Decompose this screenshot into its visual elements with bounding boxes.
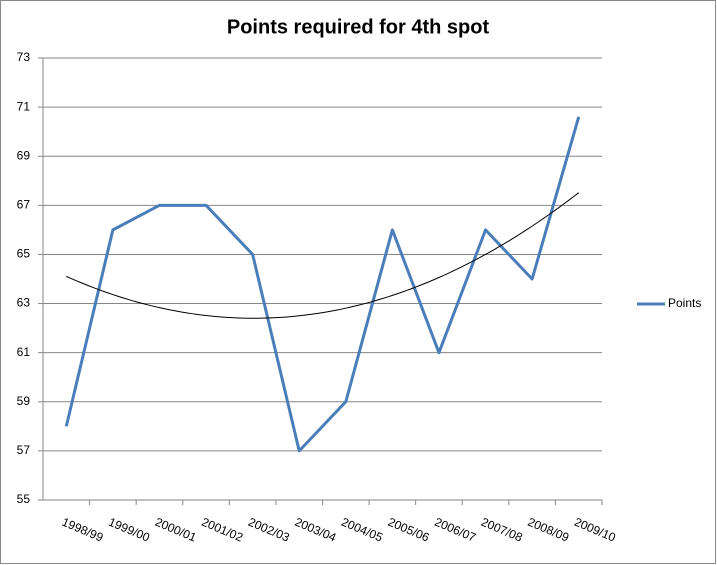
y-tick-label: 59: [17, 394, 31, 408]
legend-label: Points: [668, 296, 701, 310]
y-tick-label: 55: [17, 492, 31, 506]
y-tick-label: 61: [17, 345, 31, 359]
y-tick-label: 71: [17, 99, 31, 113]
data-line: [64, 116, 581, 453]
y-tick-label: 65: [17, 247, 31, 261]
y-tick-label: 57: [17, 443, 31, 457]
y-tick-label: 63: [17, 296, 31, 310]
trendline: [66, 192, 580, 319]
y-tick-label: 73: [17, 50, 31, 64]
y-tick-label: 67: [17, 198, 31, 212]
y-tick-label: 69: [17, 148, 31, 162]
chart-title: Points required for 4th spot: [227, 16, 490, 38]
